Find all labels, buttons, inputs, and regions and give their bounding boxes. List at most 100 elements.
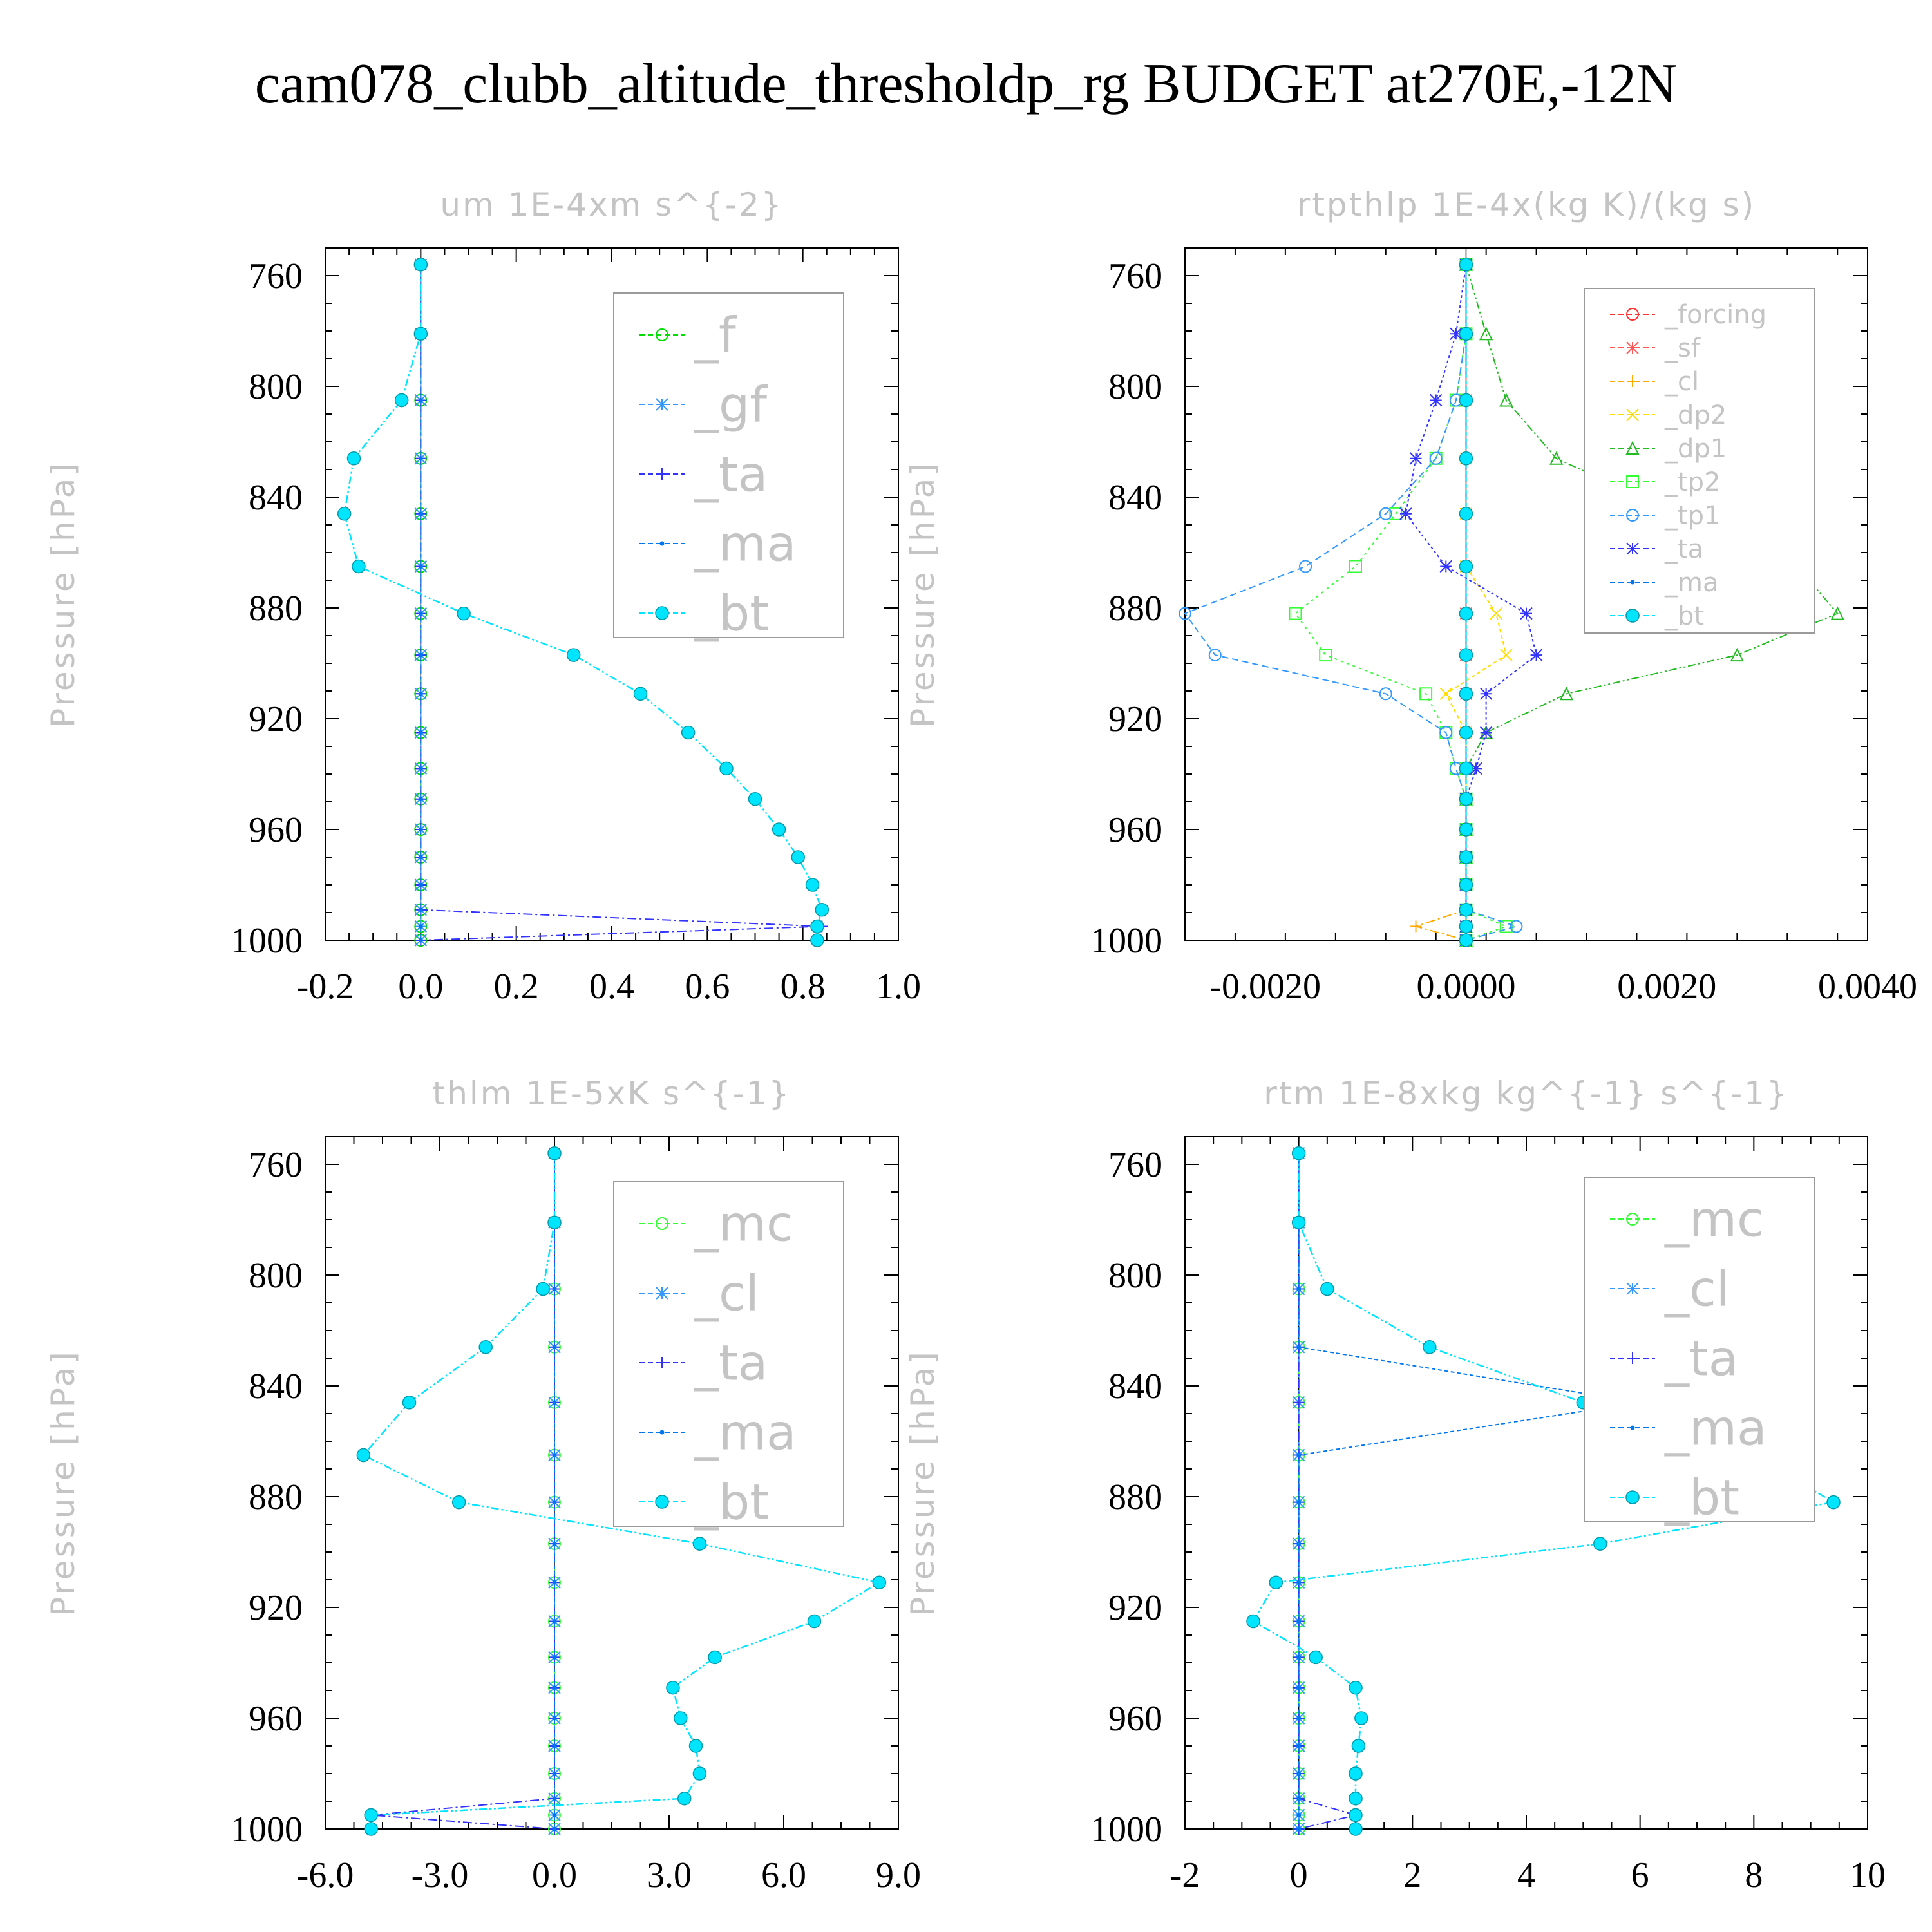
data-point <box>1439 687 1452 701</box>
data-point <box>1626 1282 1639 1295</box>
y-tick-label: 800 <box>249 367 303 407</box>
bt-point <box>1349 1822 1363 1836</box>
legend: _mc _cl _ta _ma _bt <box>1584 1177 1815 1526</box>
series-line <box>1252 1153 1836 1829</box>
x-tick-label: 1.0 <box>876 967 921 1007</box>
series-line <box>420 264 822 941</box>
y-tick-label: 800 <box>1108 367 1162 407</box>
bt-point <box>451 1495 466 1510</box>
x-tick-label: 8 <box>1745 1855 1763 1895</box>
ma-point <box>1296 1619 1302 1624</box>
series-line <box>1298 1153 1358 1830</box>
data-point <box>1349 560 1362 573</box>
bt-point <box>810 919 824 934</box>
data-point <box>656 328 668 341</box>
y-axis-label: Pressure [hPa] <box>44 460 82 728</box>
y-tick-label: 960 <box>1108 810 1162 850</box>
bt-point <box>1349 1791 1363 1806</box>
data-point <box>1299 560 1312 573</box>
y-tick-label: 760 <box>1108 1145 1162 1185</box>
data-point <box>1439 560 1452 573</box>
y-tick-label: 920 <box>249 1588 303 1628</box>
ma-point <box>552 1541 557 1546</box>
ma-point <box>552 1796 557 1801</box>
data-point <box>656 1287 668 1300</box>
bt-point <box>1291 1215 1306 1230</box>
bt-point <box>356 1448 371 1463</box>
ma-point <box>1630 580 1635 585</box>
data-point <box>1500 649 1513 661</box>
data-point <box>1479 327 1493 341</box>
ma-point <box>1296 1541 1302 1546</box>
ma-point <box>1296 1716 1302 1721</box>
data-point <box>1625 440 1640 455</box>
x-tick-label: 0.0 <box>398 967 443 1007</box>
bt-point <box>1269 1575 1283 1590</box>
x-tick-label: 0.6 <box>685 967 730 1007</box>
bt-point <box>1459 761 1473 776</box>
bt-point <box>457 606 471 621</box>
y-tick-label: 960 <box>1108 1699 1162 1739</box>
legend-label: _ta <box>1664 535 1703 564</box>
x-tick-label: 0.0000 <box>1416 967 1515 1007</box>
x-tick-label: 6.0 <box>761 1855 806 1895</box>
bt-point <box>394 393 409 408</box>
bt-point <box>413 327 428 341</box>
x-tick-label: 6 <box>1631 1855 1649 1895</box>
bt-point <box>1320 1282 1334 1296</box>
x-tick-label: -6.0 <box>297 1855 354 1895</box>
ma-point <box>552 1716 557 1721</box>
y-tick-label: 880 <box>249 589 303 629</box>
data-point <box>656 1217 668 1230</box>
legend-label: _ta <box>1664 1330 1738 1387</box>
data-point <box>1379 687 1392 701</box>
data-point <box>1626 1213 1639 1226</box>
bt-point <box>1423 1340 1437 1354</box>
bt-point <box>633 687 648 701</box>
y-tick-label: 920 <box>249 699 303 739</box>
ma-point <box>552 1743 557 1748</box>
y-tick-label: 1000 <box>1090 1810 1162 1850</box>
data-point <box>1179 607 1191 620</box>
data-point <box>1626 408 1639 421</box>
bt-point <box>1459 559 1473 574</box>
legend-label: _mc <box>694 1195 793 1253</box>
bt-point <box>1459 327 1473 341</box>
data-point <box>1208 649 1222 662</box>
legend-label: _ma <box>694 515 797 573</box>
x-tick-label: 0.2 <box>494 967 539 1007</box>
chart-panel: rtpthlp 1E-4x(kg K)/(kg s) Pressure [hPa]… <box>904 186 1917 1007</box>
legend-label: _f <box>694 307 737 364</box>
ma-point <box>552 1287 557 1291</box>
bt-point <box>413 258 428 272</box>
legend-label: _mc <box>1664 1191 1764 1248</box>
ma-point <box>418 924 423 929</box>
chart-panel: um 1E-4xm s^{-2} Pressure [hPa] 760 800 840 8… <box>44 186 921 1007</box>
series-line <box>362 1153 882 1829</box>
y-tick-label: 1000 <box>231 921 303 961</box>
y-tick-label: 880 <box>1108 1477 1162 1517</box>
bt-point <box>1246 1614 1260 1629</box>
ma-point <box>1296 1771 1302 1776</box>
y-tick-label: 880 <box>1108 589 1162 629</box>
bt-point <box>364 1808 378 1823</box>
bt-point <box>566 648 581 662</box>
data-point <box>1379 507 1392 520</box>
series-line <box>1405 264 1537 940</box>
legend-label: _tp2 <box>1664 468 1721 497</box>
chart-title: thlm 1E-5xK s^{-1} <box>433 1075 791 1112</box>
bt-point <box>1459 791 1473 806</box>
bt-point <box>655 1495 669 1509</box>
ma-point <box>418 611 423 616</box>
series-group <box>337 258 829 947</box>
legend-label: _bt <box>1664 601 1704 631</box>
legend-label: _bt <box>694 1473 769 1531</box>
y-tick-label: 800 <box>249 1256 303 1296</box>
data-point <box>1626 341 1639 354</box>
x-tick-label: 10 <box>1850 1855 1886 1895</box>
data-point <box>1626 509 1639 522</box>
legend-label: _ma <box>694 1404 797 1461</box>
legend: _f _gf _ta _ma _bt <box>613 292 844 642</box>
data-point <box>1429 451 1443 465</box>
legend: _mc _cl _ta _ma _bt <box>613 1181 844 1531</box>
